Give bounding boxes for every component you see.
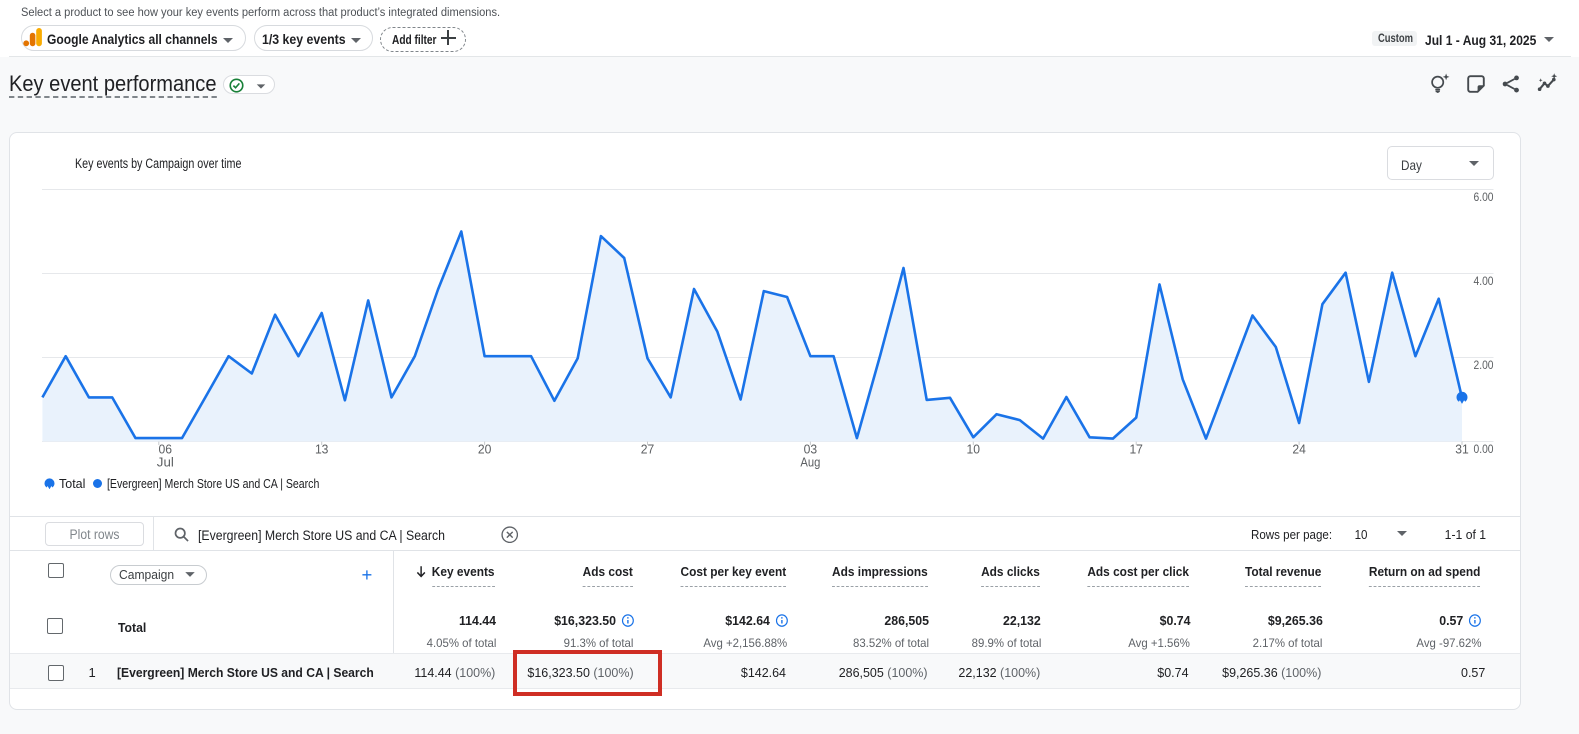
svg-text:31: 31 (1455, 443, 1469, 457)
svg-text:Jul: Jul (157, 456, 174, 470)
svg-text:2.00: 2.00 (1474, 358, 1494, 372)
svg-text:13: 13 (315, 443, 329, 457)
svg-text:10: 10 (967, 443, 981, 457)
svg-text:24: 24 (1292, 443, 1306, 457)
svg-text:27: 27 (641, 443, 655, 457)
svg-text:Aug: Aug (800, 456, 820, 470)
svg-text:6.00: 6.00 (1474, 190, 1494, 204)
svg-text:06: 06 (159, 443, 173, 457)
svg-text:03: 03 (804, 443, 818, 457)
svg-text:17: 17 (1129, 443, 1143, 457)
svg-text:20: 20 (478, 443, 492, 457)
svg-text:0.00: 0.00 (1474, 442, 1494, 456)
svg-text:4.00: 4.00 (1474, 274, 1494, 288)
